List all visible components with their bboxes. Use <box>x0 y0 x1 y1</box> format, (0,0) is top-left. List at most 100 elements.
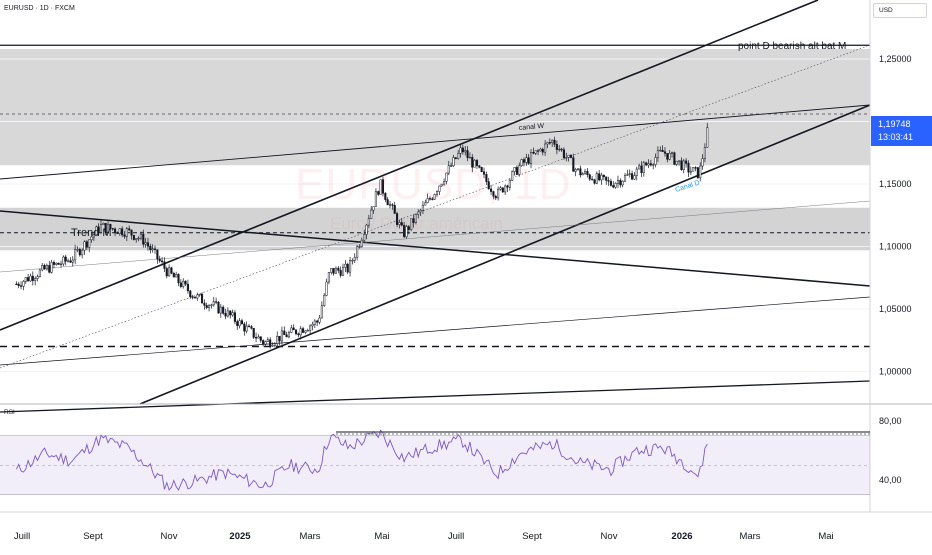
candle-body <box>78 249 81 256</box>
candle-body <box>487 181 490 190</box>
candle-body <box>22 281 25 287</box>
candle-body <box>257 336 260 339</box>
symbol-header[interactable]: EURUSD · 1D · FXCM <box>4 5 75 12</box>
candle-body <box>29 275 32 282</box>
candle-body <box>480 167 483 172</box>
trendline <box>0 104 871 180</box>
candle-body <box>69 260 72 263</box>
candle-body <box>663 151 667 154</box>
candle-body <box>184 280 187 285</box>
candle-body <box>17 283 20 286</box>
candle-body <box>313 320 316 325</box>
candle-body <box>654 157 657 165</box>
candle-body <box>95 226 98 235</box>
last-price-tag: 1,19748 13:03:41 <box>871 116 932 146</box>
candle-body <box>612 185 615 188</box>
candle-body <box>15 283 18 286</box>
candle-body <box>381 179 385 194</box>
candle-body <box>170 267 173 274</box>
candle-body <box>341 267 345 276</box>
time-tick-label: 2025 <box>229 531 251 542</box>
candle-body <box>139 233 142 239</box>
candle-body <box>210 304 213 306</box>
candle-body <box>388 204 392 206</box>
candle-body <box>229 310 232 316</box>
rsi-tick-label: 40,00 <box>879 475 902 485</box>
candle-body <box>626 174 629 176</box>
candle-body <box>165 268 168 277</box>
candle-body <box>661 149 664 152</box>
candle-body <box>562 149 565 158</box>
candle-body <box>640 165 643 173</box>
candle-body <box>464 150 467 153</box>
candle-body <box>579 168 582 176</box>
candle-body <box>316 320 319 323</box>
candle-body <box>59 263 63 266</box>
candle-body <box>292 327 295 331</box>
canal-w-label[interactable]: canal W <box>519 123 545 132</box>
candle-body <box>309 325 312 331</box>
horizontal-levels <box>0 44 870 348</box>
candle-body <box>337 267 340 271</box>
candle-body <box>504 185 507 193</box>
candle-body <box>642 162 645 173</box>
candle-body <box>631 173 634 180</box>
candle-body <box>555 144 558 150</box>
candle-body <box>553 139 556 145</box>
trend-label[interactable]: Trend M <box>71 227 112 239</box>
candle-body <box>567 154 570 158</box>
candle-body <box>349 260 352 273</box>
candle-body <box>377 191 380 195</box>
candle-body <box>255 337 258 339</box>
trendline <box>0 0 819 331</box>
candle-body <box>125 228 128 237</box>
rsi-axis[interactable]: 80,00 40,00 <box>879 416 902 485</box>
candle-body <box>438 185 441 192</box>
candle-body <box>283 330 286 336</box>
candle-body <box>144 242 147 245</box>
candle-body <box>605 176 608 181</box>
candle-body <box>212 301 215 306</box>
candle-body <box>130 229 133 236</box>
candle-body <box>457 153 460 159</box>
candle-body <box>114 228 117 233</box>
candle-body <box>57 262 60 265</box>
candle-body <box>294 329 298 335</box>
candle-body <box>558 148 561 151</box>
candle-body <box>607 180 610 182</box>
candle-body <box>551 139 554 143</box>
candle-body <box>175 274 178 278</box>
candle-body <box>266 339 269 342</box>
candle-body <box>497 189 500 199</box>
supply-zone <box>0 49 870 166</box>
rsi-line <box>15 429 708 491</box>
candle-body <box>344 263 347 268</box>
currency-selector[interactable]: USD <box>873 3 927 18</box>
price-tick-label: 1,10000 <box>879 242 912 252</box>
candle-body <box>205 305 208 308</box>
candle-body <box>490 188 493 192</box>
time-axis[interactable]: Juill Sept Nov 2025 Mars Mai Juill Sept Nov 2026 M… <box>14 531 834 542</box>
candle-body <box>116 231 119 234</box>
trendline <box>0 296 871 366</box>
hline-label[interactable]: point D bearish alt bat M <box>738 41 846 52</box>
rsi-pane-label[interactable]: RSI <box>4 409 15 416</box>
candle-body <box>419 210 422 213</box>
candle-body <box>609 181 612 186</box>
candle-body <box>48 265 51 273</box>
candle-body <box>565 157 568 159</box>
trendline <box>0 200 871 273</box>
time-tick-label: Mai <box>818 531 833 542</box>
candle-body <box>379 179 382 195</box>
candle-body <box>621 180 624 186</box>
candle-body <box>398 222 401 225</box>
candle-body <box>306 330 309 332</box>
rsi-tick-label: 80,00 <box>879 416 902 426</box>
candle-body <box>31 275 34 281</box>
candle-body <box>520 159 523 167</box>
candle-body <box>492 191 495 197</box>
candles <box>15 122 709 349</box>
trendline <box>0 210 871 287</box>
candle-body <box>482 171 486 175</box>
